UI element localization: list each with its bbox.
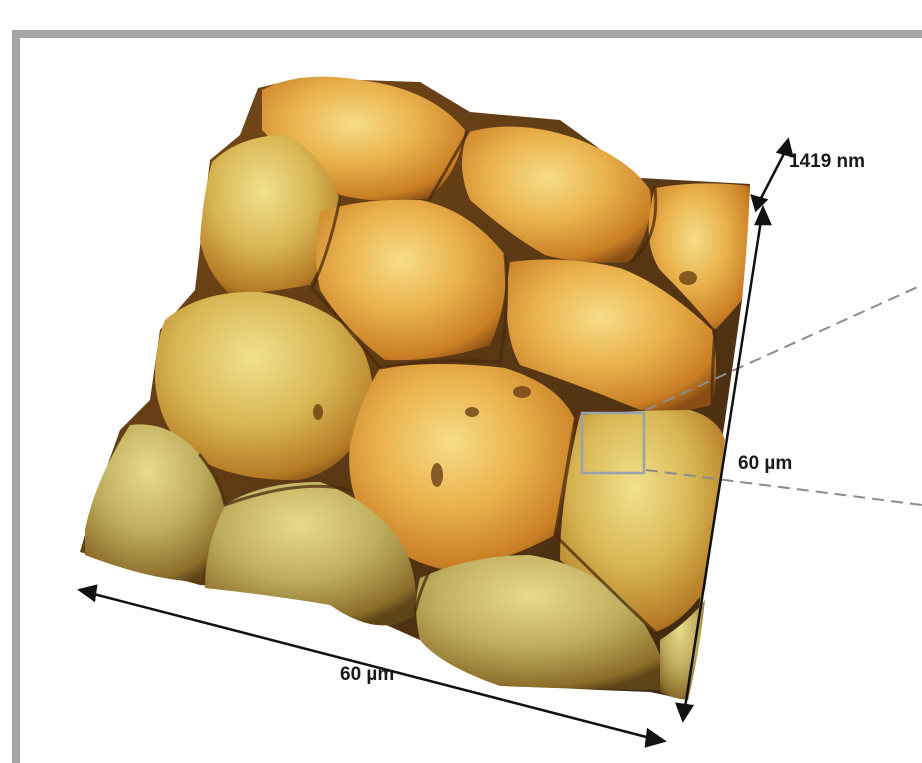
height-arrow bbox=[756, 145, 790, 205]
bottom-arrow bbox=[85, 590, 659, 742]
cell bbox=[461, 126, 651, 263]
side-arrow bbox=[682, 213, 764, 715]
dimension-arrows bbox=[77, 137, 794, 748]
cell-boundaries bbox=[198, 130, 717, 634]
zoom-line-bottom bbox=[645, 469, 922, 506]
cell bbox=[506, 259, 716, 412]
bottom-length-label: 60 µm bbox=[340, 664, 395, 685]
cell bbox=[560, 410, 725, 632]
cell bbox=[200, 135, 340, 295]
cell bbox=[155, 291, 373, 481]
zoom-line-top bbox=[645, 284, 922, 411]
cell bbox=[416, 555, 670, 690]
cell bbox=[85, 424, 225, 582]
height-label: 1419 nm bbox=[789, 151, 866, 172]
cell bbox=[205, 482, 416, 626]
cell bbox=[349, 364, 575, 570]
surface-defects bbox=[313, 271, 697, 487]
side-length-label: 60 µm bbox=[738, 453, 793, 474]
cell bbox=[660, 600, 705, 700]
cell bbox=[648, 183, 750, 330]
selection-box bbox=[580, 411, 646, 475]
cell bbox=[316, 199, 506, 361]
